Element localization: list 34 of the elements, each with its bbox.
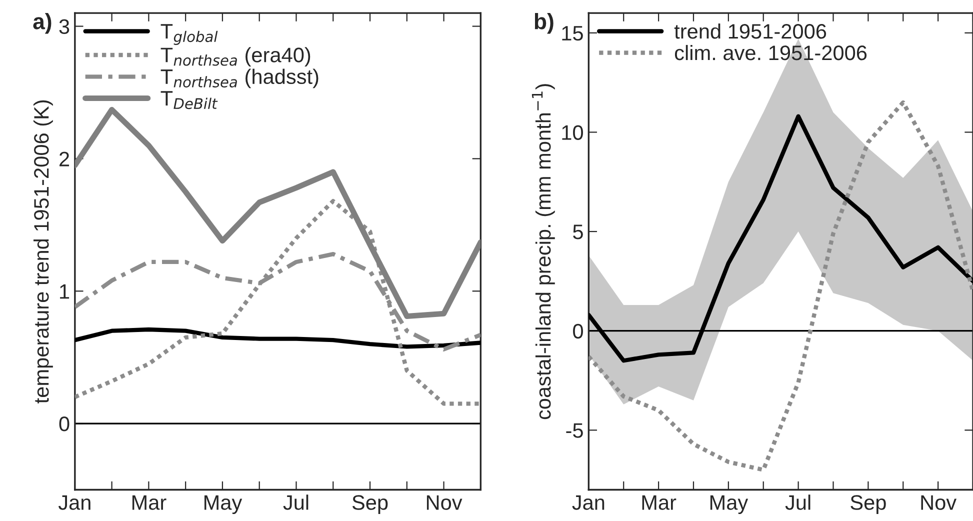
legend-label: T$_{DeBilt}$: [160, 91, 218, 110]
x-tick-label: May: [710, 495, 748, 514]
legend-label: clim. ave. 1951-2006: [674, 44, 867, 60]
x-tick-label: Sep: [850, 495, 886, 514]
y-axis-title: temperature trend 1951-2006 (K): [34, 100, 53, 404]
x-tick-label: Jul: [785, 494, 810, 510]
x-tick-label: Nov: [921, 495, 957, 510]
legend-label: trend 1951-2006: [674, 23, 826, 39]
x-tick-label: Jan: [572, 495, 604, 510]
x-tick-label: Jul: [283, 494, 308, 510]
line-series: [588, 114, 973, 363]
line-series: [588, 100, 973, 472]
x-tick-label: Jan: [58, 495, 90, 510]
y-axis-title: coastal-inland precip. (mm month$^{−1}$): [532, 84, 555, 420]
y-tick-label: 10: [562, 125, 583, 140]
y-tick-label: 15: [562, 26, 583, 41]
y-tick-label: -5: [566, 423, 583, 438]
legend-label: T$_{global}$: [160, 24, 218, 45]
y-tick-label: 0: [573, 324, 583, 339]
text: b): [534, 13, 554, 34]
x-tick-label: Sep: [352, 495, 388, 514]
y-tick-label: 1: [60, 284, 70, 299]
x-tick-label: Mar: [642, 495, 676, 510]
y-tick-label: 0: [59, 416, 70, 432]
x-tick-label: Nov: [426, 495, 462, 510]
text: a): [33, 13, 52, 34]
x-tick-label: May: [204, 495, 242, 514]
y-tick-label: 2: [60, 152, 70, 166]
line-series: [74, 327, 481, 349]
y-tick-label: 5: [573, 224, 583, 240]
legend-label: T$_{northsea}$ (era40): [160, 47, 310, 66]
y-tick-label: 3: [59, 19, 70, 34]
x-tick-label: Mar: [132, 495, 166, 510]
legend-label: T$_{northsea}$ (hadsst): [160, 68, 318, 88]
